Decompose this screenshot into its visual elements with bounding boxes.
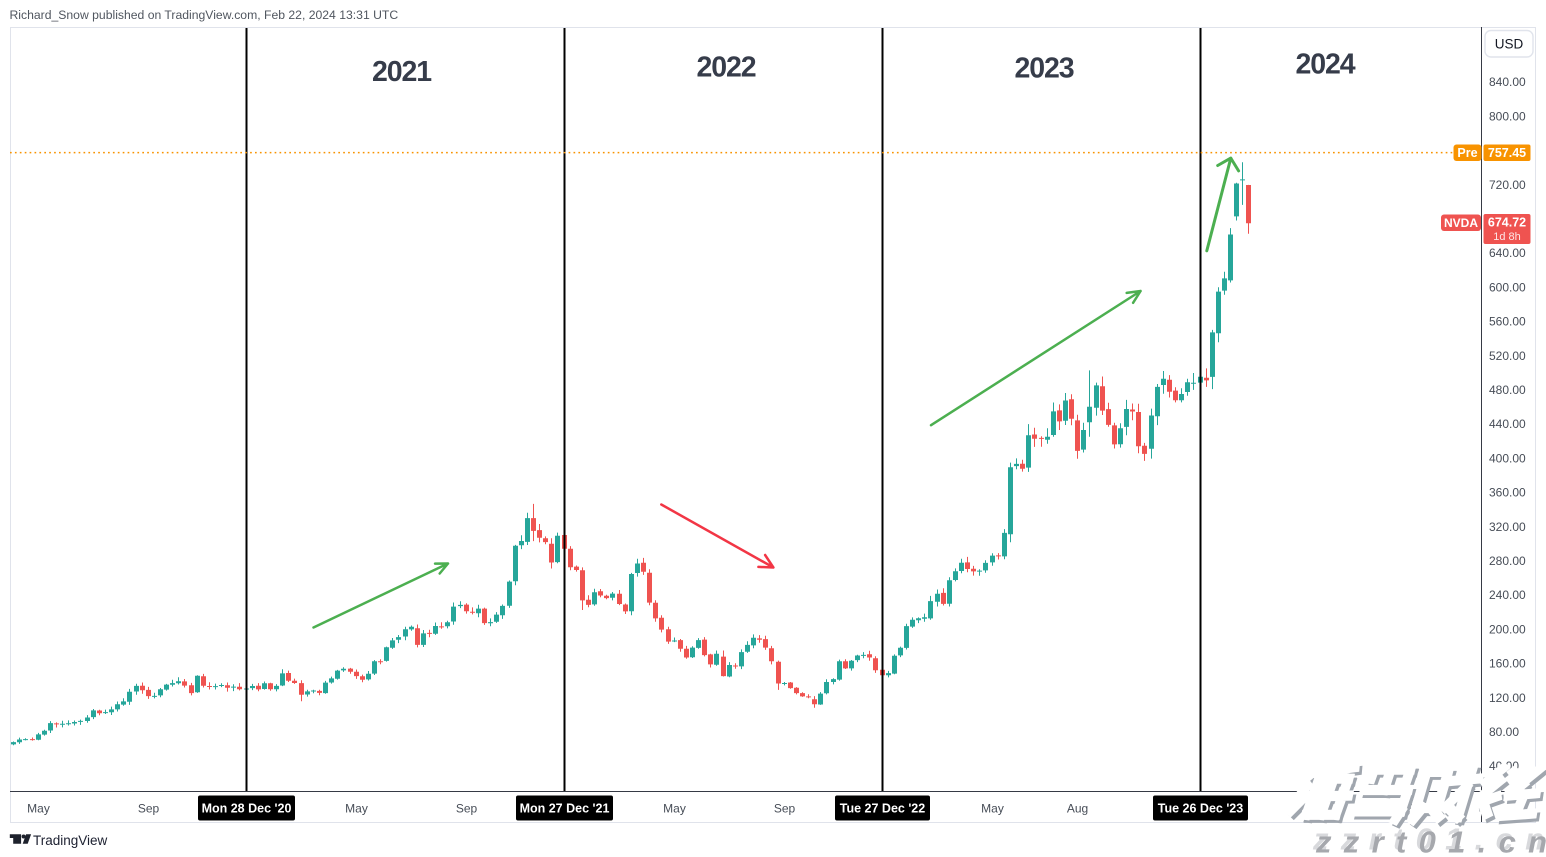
svg-text:2021: 2021 xyxy=(372,56,432,88)
svg-text:800.00: 800.00 xyxy=(1489,109,1526,123)
svg-text:Pre: Pre xyxy=(1457,146,1477,160)
svg-text:May: May xyxy=(345,802,368,816)
svg-text:160.00: 160.00 xyxy=(1489,657,1526,671)
svg-text:400.00: 400.00 xyxy=(1489,451,1526,465)
svg-text:TradingView: TradingView xyxy=(33,833,108,848)
svg-text:120.00: 120.00 xyxy=(1489,691,1526,705)
svg-text:600.00: 600.00 xyxy=(1489,280,1526,294)
svg-text:Mon 28 Dec '20: Mon 28 Dec '20 xyxy=(202,802,292,816)
svg-text:240.00: 240.00 xyxy=(1489,588,1526,602)
svg-text:674.72: 674.72 xyxy=(1488,216,1526,230)
svg-text:840.00: 840.00 xyxy=(1489,75,1526,89)
svg-text:720.00: 720.00 xyxy=(1489,178,1526,192)
svg-text:1d 8h: 1d 8h xyxy=(1493,231,1521,243)
svg-text:May: May xyxy=(663,802,686,816)
svg-text:Sep: Sep xyxy=(774,802,796,816)
svg-text:2023: 2023 xyxy=(1014,53,1073,85)
svg-text:May: May xyxy=(27,802,50,816)
svg-text:360.00: 360.00 xyxy=(1489,486,1526,500)
svg-text:200.00: 200.00 xyxy=(1489,622,1526,636)
svg-text:Sep: Sep xyxy=(138,802,160,816)
svg-text:2022: 2022 xyxy=(696,52,755,84)
svg-text:Tue 26 Dec '23: Tue 26 Dec '23 xyxy=(1158,802,1243,816)
svg-text:Sep: Sep xyxy=(456,802,478,816)
svg-text:520.00: 520.00 xyxy=(1489,349,1526,363)
svg-text:NVDA: NVDA xyxy=(1444,216,1478,230)
svg-text:Aug: Aug xyxy=(1067,802,1088,816)
svg-text:280.00: 280.00 xyxy=(1489,554,1526,568)
svg-text:zzrt01.cn: zzrt01.cn xyxy=(1312,822,1546,857)
svg-text:80.00: 80.00 xyxy=(1489,725,1519,739)
svg-text:USD: USD xyxy=(1495,37,1524,52)
svg-text:757.45: 757.45 xyxy=(1488,146,1526,160)
svg-text:480.00: 480.00 xyxy=(1489,383,1526,397)
svg-text:zzrt01.cn: zzrt01.cn xyxy=(1315,825,1546,857)
svg-text:Mon 27 Dec '21: Mon 27 Dec '21 xyxy=(520,802,610,816)
svg-text:440.00: 440.00 xyxy=(1489,417,1526,431)
svg-text:Richard_Snow published on Trad: Richard_Snow published on TradingView.co… xyxy=(10,8,399,22)
svg-text:May: May xyxy=(981,802,1004,816)
svg-text:320.00: 320.00 xyxy=(1489,520,1526,534)
svg-text:2024: 2024 xyxy=(1295,49,1355,81)
svg-text:Tue 27 Dec '22: Tue 27 Dec '22 xyxy=(840,802,925,816)
svg-text:640.00: 640.00 xyxy=(1489,246,1526,260)
svg-text:560.00: 560.00 xyxy=(1489,315,1526,329)
